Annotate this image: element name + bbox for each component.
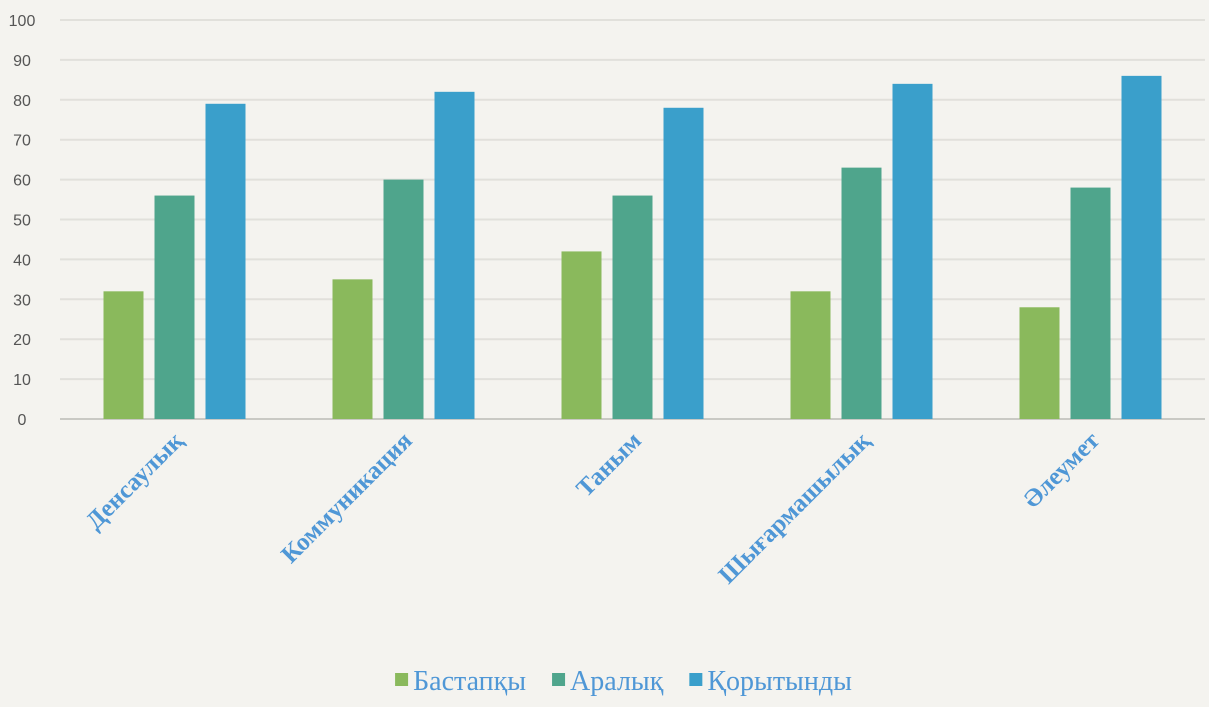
x-tick-label: Шығармашылық [714, 427, 877, 590]
legend-swatch [552, 673, 566, 686]
legend: Бастапқы Аралық Қорытынды [395, 666, 852, 697]
bar [892, 83, 933, 419]
x-tick-label: Әлеумет [1018, 427, 1105, 514]
bar [612, 195, 653, 419]
x-tick-label: Таным [571, 427, 646, 502]
bar [1019, 307, 1060, 419]
y-tick-label: 90 [13, 53, 31, 70]
y-tick-label: 10 [13, 372, 31, 389]
y-tick-label: 80 [13, 93, 31, 110]
y-tick-label: 60 [13, 173, 31, 190]
y-tick-label: 0 [18, 412, 27, 429]
bar [1070, 187, 1111, 419]
y-tick-label: 20 [13, 332, 31, 349]
bars [103, 75, 1162, 420]
legend-item: Қорытынды [689, 666, 852, 697]
bar [332, 279, 373, 419]
x-tick-label: Денсаулық [81, 427, 189, 535]
y-tick-label: 70 [13, 133, 31, 150]
y-tick-label: 100 [9, 13, 36, 30]
legend-swatch [395, 673, 409, 686]
x-axis: Денсаулық Коммуникация Таным Шығармашылық Әл… [81, 427, 1105, 590]
legend-label: Қорытынды [707, 666, 852, 697]
legend-item: Бастапқы [395, 666, 526, 697]
bar [790, 291, 831, 419]
legend-label: Бастапқы [413, 666, 526, 697]
bar [841, 167, 882, 419]
bar [383, 179, 424, 419]
x-tick-label: Коммуникация [276, 427, 418, 569]
bar [1121, 75, 1162, 420]
bar [154, 195, 195, 419]
bar [561, 251, 602, 419]
bar [103, 291, 144, 419]
y-tick-label: 30 [13, 292, 31, 309]
legend-item: Аралық [552, 666, 664, 697]
legend-label: Аралық [570, 666, 664, 697]
y-tick-label: 40 [13, 252, 31, 269]
y-axis: 0 10 20 30 40 50 60 70 80 90 100 [9, 13, 36, 429]
legend-swatch [689, 673, 703, 686]
y-tick-label: 50 [13, 213, 31, 230]
bar [205, 103, 246, 419]
bar [434, 91, 475, 419]
bar [663, 107, 704, 419]
